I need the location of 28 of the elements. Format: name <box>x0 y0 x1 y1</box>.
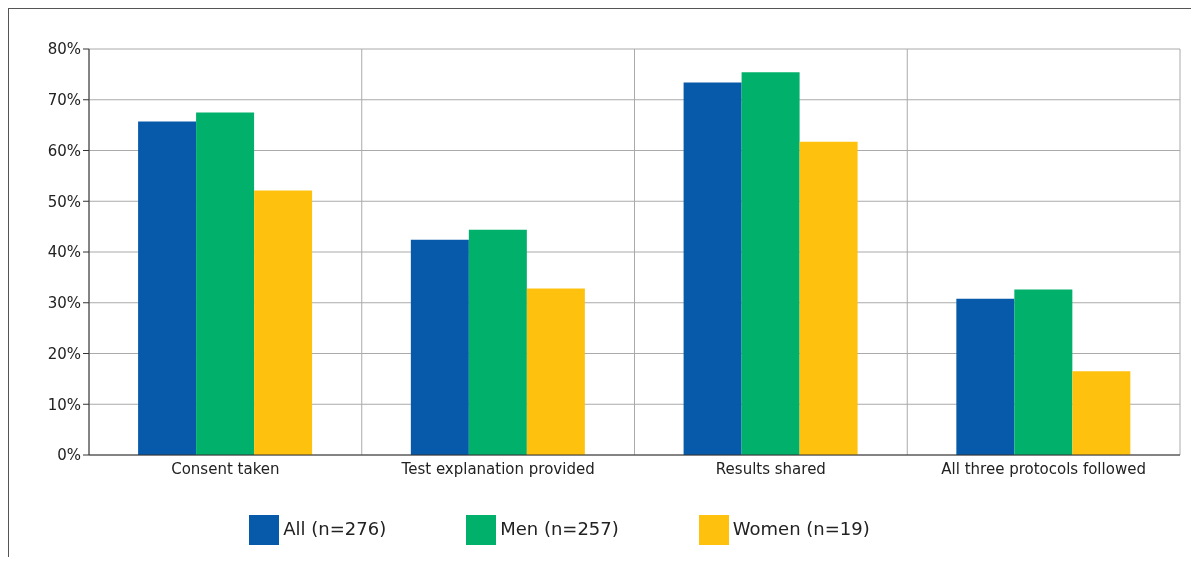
y-tick-label: 80% <box>47 40 81 59</box>
legend-label: All (n=276) <box>283 518 387 539</box>
bar <box>683 82 742 455</box>
y-tick-label: 40% <box>47 243 81 262</box>
y-tick-label: 0% <box>57 446 81 465</box>
y-tick-label: 20% <box>47 344 81 363</box>
bar <box>1072 371 1131 455</box>
bar <box>254 190 313 455</box>
bar <box>526 288 585 455</box>
y-tick-label: 70% <box>47 91 81 110</box>
legend-label: Men (n=257) <box>500 518 619 539</box>
x-tick-label: Results shared <box>715 459 826 478</box>
bar <box>468 229 527 455</box>
y-tick-label: 30% <box>47 294 81 313</box>
bar <box>138 121 197 455</box>
y-tick-label: 60% <box>47 141 81 160</box>
bar <box>1014 289 1073 455</box>
bar <box>196 112 255 455</box>
bar <box>799 141 858 455</box>
legend-label: Women (n=19) <box>732 518 870 539</box>
x-tick-label: Consent taken <box>171 459 280 478</box>
bar <box>410 239 469 455</box>
y-tick-label: 50% <box>47 192 81 211</box>
x-tick-label: All three protocols followed <box>941 459 1146 478</box>
bar <box>741 72 800 455</box>
bar <box>956 298 1015 455</box>
x-tick-label: Test explanation provided <box>400 459 595 478</box>
y-tick-label: 10% <box>47 395 81 414</box>
